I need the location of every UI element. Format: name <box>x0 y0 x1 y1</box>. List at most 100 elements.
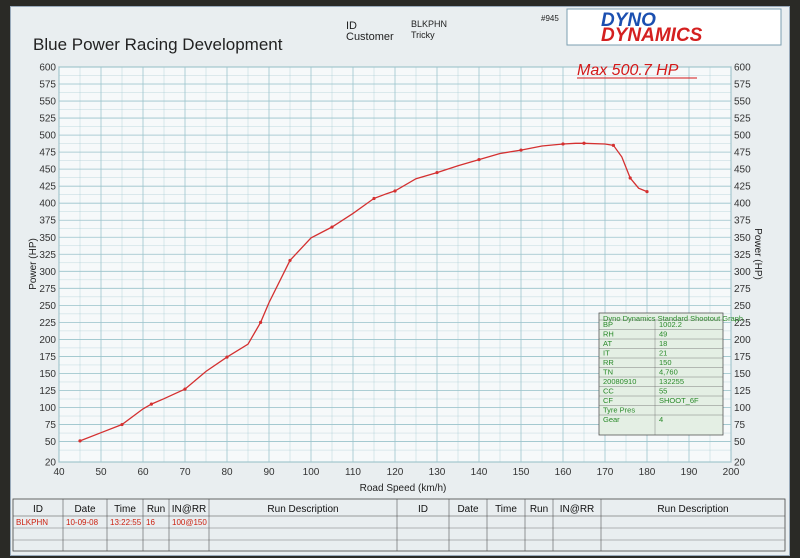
info-key: CC <box>603 387 614 396</box>
y-tick-left: 575 <box>39 80 56 91</box>
shootout-info-box: Dyno Dynamics Standard Shootout Graph BP… <box>598 312 743 436</box>
y-tick-left: 300 <box>39 267 56 278</box>
info-key: RR <box>603 358 614 367</box>
dyno-chart: Blue Power Racing Development ID Custome… <box>12 8 786 552</box>
x-tick: 200 <box>723 467 740 478</box>
info-key: 20080910 <box>603 377 636 386</box>
y-tick-right: 450 <box>734 165 751 176</box>
y-tick-right: 600 <box>734 63 751 74</box>
table-header: IN@RR <box>560 504 595 515</box>
info-value: 4 <box>659 415 663 424</box>
y-ticks-left: 20 50 75 100 125 150 175 200 225 250 275 300 325 350 3… <box>39 63 56 469</box>
y-tick-left: 600 <box>39 63 56 74</box>
info-value: 21 <box>659 349 667 358</box>
data-point <box>477 158 481 162</box>
x-tick: 100 <box>303 467 320 478</box>
x-tick: 140 <box>471 467 488 478</box>
table-header: ID <box>418 504 428 515</box>
customer-value: Tricky <box>411 30 435 40</box>
x-tick: 160 <box>555 467 572 478</box>
data-point <box>611 143 616 147</box>
data-point <box>288 258 292 263</box>
info-value: 55 <box>659 387 667 396</box>
y-tick-right: 525 <box>734 114 751 125</box>
y-tick-right: 225 <box>734 318 751 329</box>
table-cell: 13:22:55 <box>110 518 142 527</box>
x-ticks: 40 50 60 70 80 90 100 110 120 130 140 150 160 170 180 1… <box>53 467 739 478</box>
x-axis-label: Road Speed (km/h) <box>360 483 447 494</box>
x-tick: 90 <box>263 467 275 478</box>
x-tick: 110 <box>345 467 361 478</box>
info-key: TN <box>603 368 613 377</box>
info-key: IT <box>603 349 610 358</box>
y-tick-left: 400 <box>39 199 56 210</box>
y-tick-left: 225 <box>39 318 56 329</box>
y-tick-left: 100 <box>39 403 56 414</box>
y-tick-right: 375 <box>734 216 751 227</box>
info-key: AT <box>603 339 612 348</box>
data-point <box>372 196 376 201</box>
y-tick-left: 425 <box>39 182 56 193</box>
table-cell: 16 <box>146 518 155 527</box>
info-value: 18 <box>659 339 667 348</box>
y-tick-left: 325 <box>39 250 56 261</box>
info-key: Gear <box>603 415 620 424</box>
logo-bottom-text: DYNAMICS <box>601 25 703 46</box>
info-value: 49 <box>659 330 667 339</box>
y-tick-left: 375 <box>39 216 56 227</box>
x-tick: 60 <box>137 467 149 478</box>
y-tick-right: 200 <box>734 335 751 346</box>
y-tick-right: 475 <box>734 148 751 159</box>
y-tick-left: 450 <box>39 165 56 176</box>
data-point <box>393 189 397 193</box>
x-tick: 50 <box>95 467 107 478</box>
info-key: BP <box>603 320 613 329</box>
data-point <box>120 422 124 427</box>
y-tick-right: 150 <box>734 369 751 380</box>
x-tick: 170 <box>597 467 614 478</box>
data-point <box>561 142 565 146</box>
info-value: SHOOT_6F <box>659 396 699 405</box>
y-tick-right: 400 <box>734 199 751 210</box>
data-point <box>183 387 187 391</box>
y-ticks-right: 20 50 75 100 125 150 175 200 225 250 275 300 325 350 3… <box>734 63 751 469</box>
info-key: Tyre Pres <box>603 406 635 415</box>
x-tick: 180 <box>639 467 656 478</box>
id-value: BLKPHN <box>411 19 447 29</box>
y-tick-left: 500 <box>39 131 56 142</box>
table-cell: 10-09-08 <box>66 518 99 527</box>
customer-label: Customer <box>346 31 394 43</box>
table-header: Time <box>495 504 517 515</box>
y-tick-left: 200 <box>39 335 56 346</box>
data-point <box>645 190 649 194</box>
company-name: Blue Power Racing Development <box>33 35 283 54</box>
y-tick-right: 300 <box>734 267 751 278</box>
y-tick-right: 20 <box>734 458 746 469</box>
table-header: Run Description <box>657 504 728 515</box>
y-tick-left: 125 <box>39 386 56 397</box>
x-tick: 120 <box>387 467 404 478</box>
info-value: 1002.2 <box>659 320 682 329</box>
y-tick-left: 275 <box>39 284 56 295</box>
y-tick-left: 20 <box>45 458 57 469</box>
y-tick-right: 100 <box>734 403 751 414</box>
power-curve <box>78 141 649 443</box>
data-point <box>330 225 334 229</box>
table-header: Time <box>114 504 136 515</box>
x-tick: 130 <box>429 467 446 478</box>
max-hp-label: Max 500.7 HP <box>577 62 679 79</box>
data-point <box>225 355 229 359</box>
info-value: 150 <box>659 358 672 367</box>
y-tick-right: 350 <box>734 233 751 244</box>
table-cell: BLKPHN <box>16 518 48 527</box>
x-tick: 40 <box>53 467 65 478</box>
y-tick-left: 150 <box>39 369 56 380</box>
x-tick: 150 <box>513 467 530 478</box>
y-tick-left: 175 <box>39 352 56 363</box>
data-point <box>149 402 153 406</box>
dyno-sheet: Blue Power Racing Development ID Custome… <box>10 6 790 556</box>
table-header: Run Description <box>267 504 338 515</box>
y-tick-left: 250 <box>39 301 56 312</box>
y-tick-left: 550 <box>39 97 56 108</box>
sheet-number: #945 <box>541 14 559 23</box>
